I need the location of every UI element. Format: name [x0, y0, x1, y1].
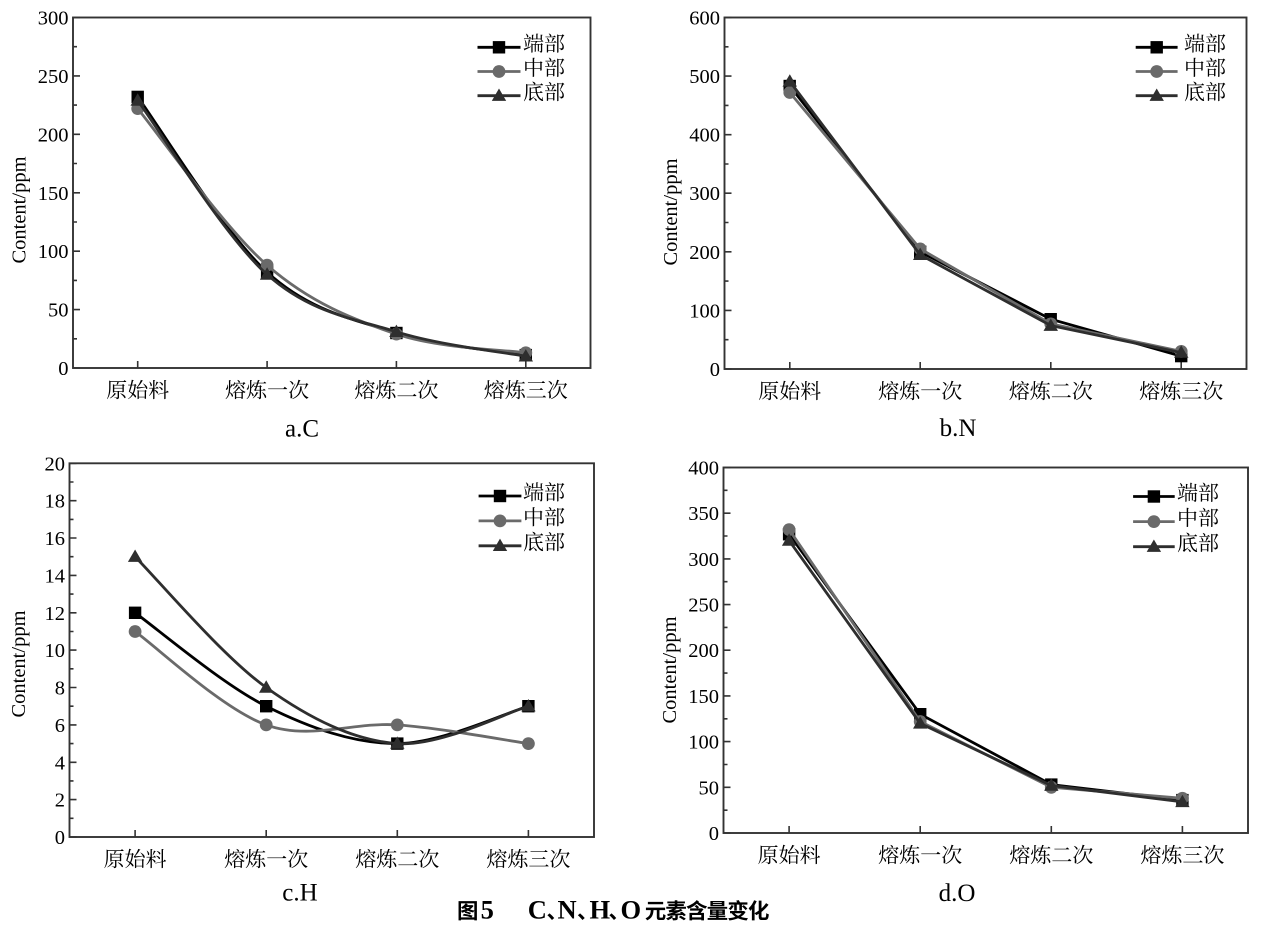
svg-text:400: 400 — [688, 458, 719, 480]
svg-text:100: 100 — [38, 241, 69, 263]
svg-text:0: 0 — [55, 827, 65, 849]
svg-text:6: 6 — [55, 715, 65, 737]
svg-text:C: C — [528, 895, 547, 925]
svg-text:150: 150 — [38, 183, 69, 205]
svg-text:0: 0 — [709, 823, 719, 845]
svg-text:200: 200 — [689, 242, 720, 264]
svg-text:H: H — [590, 895, 611, 925]
svg-text:18: 18 — [45, 491, 66, 513]
svg-text:Content/ppm: Content/ppm — [660, 158, 682, 265]
svg-text:16: 16 — [45, 528, 66, 550]
svg-text:0: 0 — [58, 358, 68, 380]
svg-text:50: 50 — [48, 300, 69, 322]
svg-text:O: O — [621, 895, 642, 925]
svg-text:N: N — [558, 895, 577, 925]
svg-text:2: 2 — [55, 790, 65, 812]
svg-text:b.N: b.N — [940, 415, 977, 442]
svg-text:10: 10 — [45, 640, 66, 662]
svg-text:20: 20 — [45, 453, 66, 475]
svg-text:d.O: d.O — [939, 880, 976, 907]
svg-text:250: 250 — [38, 66, 69, 88]
svg-text:250: 250 — [688, 595, 719, 617]
svg-text:600: 600 — [689, 8, 720, 30]
svg-text:350: 350 — [688, 503, 719, 525]
svg-text:0: 0 — [710, 359, 720, 381]
svg-text:14: 14 — [45, 565, 66, 587]
svg-text:50: 50 — [699, 777, 720, 799]
svg-text:12: 12 — [45, 603, 66, 625]
svg-text:100: 100 — [689, 300, 720, 322]
svg-text:100: 100 — [688, 732, 719, 754]
svg-text:300: 300 — [688, 549, 719, 571]
svg-text:150: 150 — [688, 686, 719, 708]
svg-text:Content/ppm: Content/ppm — [8, 610, 30, 717]
svg-text:Content/ppm: Content/ppm — [9, 156, 31, 263]
svg-text:300: 300 — [689, 183, 720, 205]
svg-text:400: 400 — [689, 125, 720, 147]
svg-text:300: 300 — [38, 8, 69, 30]
svg-text:4: 4 — [55, 752, 65, 774]
svg-text:8: 8 — [55, 678, 65, 700]
svg-text:c.H: c.H — [282, 880, 317, 907]
svg-text:5: 5 — [481, 895, 494, 925]
svg-text:Content/ppm: Content/ppm — [659, 616, 681, 723]
svg-text:200: 200 — [38, 124, 69, 146]
svg-text:500: 500 — [689, 66, 720, 88]
svg-text:200: 200 — [688, 640, 719, 662]
svg-text:a.C: a.C — [285, 416, 319, 443]
